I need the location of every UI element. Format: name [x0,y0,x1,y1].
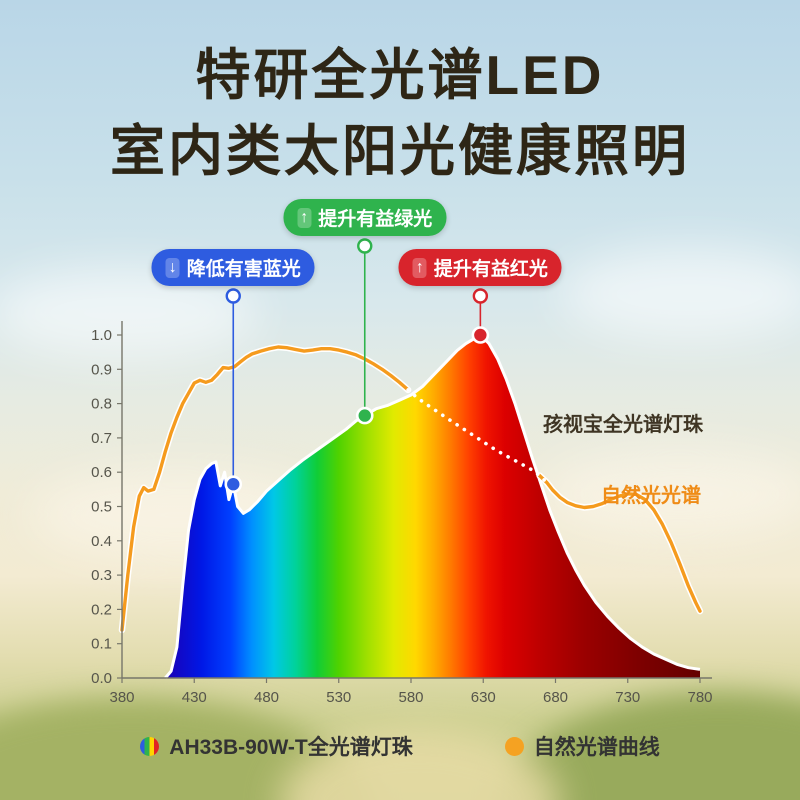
page-title: 特研全光谱LED 室内类太阳光健康照明 [0,42,800,184]
badge-label: 提升有益红光 [433,259,548,280]
led-series-annotation: 孩视宝全光谱灯珠 [543,414,703,436]
natural-light-curve [537,473,702,613]
x-tick-label: 530 [326,689,351,706]
x-tick-label: 680 [543,689,568,706]
arrow-up-icon: ↑ [412,257,427,278]
curve-marker-dot [355,406,374,425]
arrow-down-icon: ↓ [165,257,180,278]
x-tick-label: 380 [109,689,134,706]
legend-item-natural: 自然光谱曲线 [504,731,660,761]
badge-anchor-dot [225,288,241,304]
legend: AH33B-90W-T全光谱灯珠 自然光谱曲线 [0,731,800,761]
legend-label-led: AH33B-90W-T全光谱灯珠 [169,736,413,759]
legend-item-led: AH33B-90W-T全光谱灯珠 [140,731,413,761]
cloud [540,450,800,538]
multicolor-dot-icon [140,736,160,756]
badge-anchor-dot [357,238,373,254]
y-tick-label: 0.4 [91,533,112,550]
curve-marker-dot [224,475,243,494]
led-spectrum-area [165,335,701,678]
x-tick-label: 430 [182,689,207,706]
badge-label: 提升有益绿光 [318,209,433,230]
arrow-up-icon: ↑ [297,207,312,228]
badge-anchor-dot [472,288,489,304]
x-tick-label: 480 [254,689,279,706]
natural-light-annotation: 自然光光谱 [601,485,701,507]
y-tick-label: 0.7 [91,430,112,447]
x-tick-label: 580 [398,689,423,706]
y-tick-label: 0.1 [91,636,112,653]
orange-dot-icon [504,736,524,756]
title-line1: 特研全光谱LED [195,44,605,106]
cloud [560,248,800,340]
y-tick-label: 0.8 [91,396,112,413]
curve-marker-dot [471,326,490,344]
natural-light-curve [120,345,410,632]
led-spectrum-outline [164,333,701,679]
y-tick-label: 1.0 [91,327,112,344]
y-tick-label: 0.3 [91,567,112,584]
badge-boost-beneficial-green-light: ↑ 提升有益绿光 [283,199,447,236]
natural-light-curve-dotted [406,388,549,485]
y-tick-label: 0.2 [91,601,112,618]
y-tick-label: 0.6 [91,464,112,481]
badge-reduce-harmful-blue-light: ↓ 降低有害蓝光 [151,249,315,286]
title-line2: 室内类太阳光健康照明 [109,120,690,182]
x-tick-label: 730 [615,689,640,706]
legend-label-natural: 自然光谱曲线 [533,736,660,759]
y-tick-label: 0.0 [91,670,112,687]
y-tick-label: 0.9 [91,361,112,378]
badge-boost-beneficial-red-light: ↑ 提升有益红光 [398,249,562,286]
x-tick-label: 630 [471,689,496,706]
y-tick-label: 0.5 [91,499,112,516]
badge-label: 降低有害蓝光 [186,259,301,280]
x-tick-label: 780 [687,689,712,706]
